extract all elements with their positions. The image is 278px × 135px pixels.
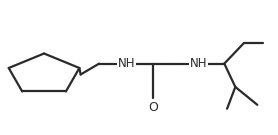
Text: O: O bbox=[148, 101, 158, 114]
Text: NH: NH bbox=[190, 57, 207, 70]
Text: NH: NH bbox=[118, 57, 135, 70]
